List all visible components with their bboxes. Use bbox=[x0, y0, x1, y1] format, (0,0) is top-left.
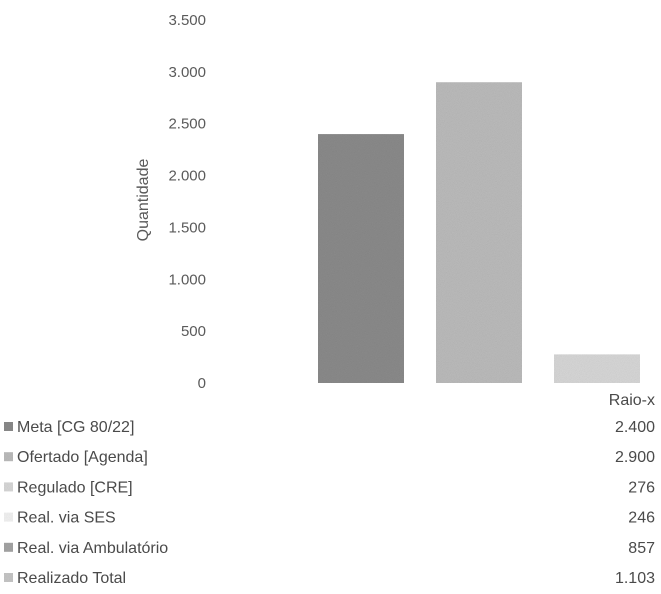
legend-label-1: Ofertado [Agenda] bbox=[17, 449, 148, 466]
legend-label-4: Real. via Ambulatório bbox=[17, 540, 168, 557]
legend-data-table: Meta [CG 80/22] 2.400 Ofertado [Agenda] 2.9… bbox=[4, 419, 655, 587]
y-axis-label: Quantidade bbox=[135, 159, 152, 242]
bar-1 bbox=[436, 82, 522, 383]
y-tick-label: 0 bbox=[198, 375, 206, 392]
bar-2 bbox=[554, 354, 640, 383]
legend-key-3 bbox=[4, 513, 13, 522]
legend-key-1 bbox=[4, 452, 13, 461]
legend-label-3: Real. via SES bbox=[17, 510, 116, 527]
y-tick-label: 500 bbox=[181, 323, 206, 340]
y-tick-label: 2.500 bbox=[168, 116, 206, 133]
bars-group bbox=[318, 82, 640, 383]
legend-key-2 bbox=[4, 482, 13, 491]
y-tick-label: 3.000 bbox=[168, 64, 206, 81]
y-tick-label: 1.500 bbox=[168, 219, 206, 236]
legend-label-0: Meta [CG 80/22] bbox=[17, 419, 134, 436]
legend-key-4 bbox=[4, 543, 13, 552]
legend-key-0 bbox=[4, 422, 13, 431]
y-tick-label: 2.000 bbox=[168, 168, 206, 185]
category-header: Raio-x bbox=[609, 392, 655, 409]
bar-0 bbox=[318, 134, 404, 383]
data-value-2: 276 bbox=[628, 479, 655, 496]
legend-label-2: Regulado [CRE] bbox=[17, 479, 133, 496]
data-value-3: 246 bbox=[628, 510, 655, 527]
legend-key-5 bbox=[4, 573, 13, 582]
data-value-5: 1.103 bbox=[615, 570, 655, 587]
legend-label-5: Realizado Total bbox=[17, 570, 126, 587]
data-value-1: 2.900 bbox=[615, 449, 655, 466]
data-value-4: 857 bbox=[628, 540, 655, 557]
y-tick-label: 3.500 bbox=[168, 12, 206, 29]
y-axis: 3.500 3.000 2.500 2.000 1.500 1.000 500 0 bbox=[168, 12, 206, 392]
data-value-0: 2.400 bbox=[615, 419, 655, 436]
y-tick-label: 1.000 bbox=[168, 271, 206, 288]
